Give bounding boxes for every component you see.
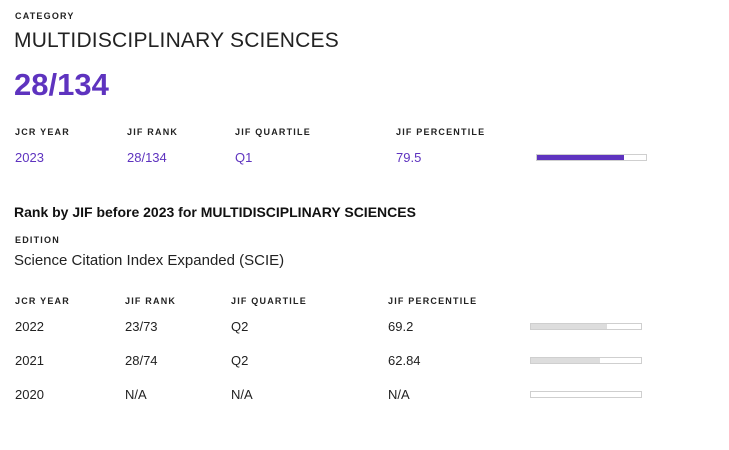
row-percentile-bar xyxy=(530,357,642,364)
current-percentile-bar xyxy=(536,154,647,161)
category-name: MULTIDISCIPLINARY SCIENCES xyxy=(14,29,339,52)
col-header-jif-rank: JIF RANK xyxy=(127,127,179,137)
row-year: 2022 xyxy=(15,319,44,334)
current-percentile-bar-fill xyxy=(537,155,624,160)
row-jif-quartile: Q2 xyxy=(231,319,249,334)
row-percentile-bar-fill xyxy=(531,324,608,329)
row-jif-rank: N/A xyxy=(125,387,147,402)
col-header-jif-quartile: JIF QUARTILE xyxy=(235,127,311,137)
col-header-jcr-year: JCR YEAR xyxy=(15,127,70,137)
row-percentile-bar-fill xyxy=(531,358,601,363)
col-header-jif-percentile: JIF PERCENTILE xyxy=(396,127,486,137)
history-col-header-jif-quartile: JIF QUARTILE xyxy=(231,296,307,306)
history-section-title: Rank by JIF before 2023 for MULTIDISCIPL… xyxy=(14,204,416,220)
row-jif-rank: 28/74 xyxy=(125,353,158,368)
row-percentile-bar xyxy=(530,323,642,330)
category-label: CATEGORY xyxy=(15,11,75,21)
row-jif-percentile: N/A xyxy=(388,387,410,402)
current-jif-rank: 28/134 xyxy=(127,150,167,165)
history-col-header-jcr-year: JCR YEAR xyxy=(15,296,70,306)
history-col-header-jif-rank: JIF RANK xyxy=(125,296,177,306)
row-jif-quartile: Q2 xyxy=(231,353,249,368)
current-jif-percentile: 79.5 xyxy=(396,150,422,165)
row-jif-rank: 23/73 xyxy=(125,319,158,334)
row-jif-percentile: 69.2 xyxy=(388,319,414,334)
category-rank: 28/134 xyxy=(14,67,109,102)
row-percentile-bar xyxy=(530,391,642,398)
row-year: 2021 xyxy=(15,353,44,368)
row-jif-quartile: N/A xyxy=(231,387,253,402)
row-jif-percentile: 62.84 xyxy=(388,353,421,368)
row-year: 2020 xyxy=(15,387,44,402)
current-year: 2023 xyxy=(15,150,44,165)
edition-label: EDITION xyxy=(15,235,60,245)
current-jif-quartile: Q1 xyxy=(235,150,253,165)
edition-value: Science Citation Index Expanded (SCIE) xyxy=(14,252,285,269)
history-col-header-jif-percentile: JIF PERCENTILE xyxy=(388,296,478,306)
